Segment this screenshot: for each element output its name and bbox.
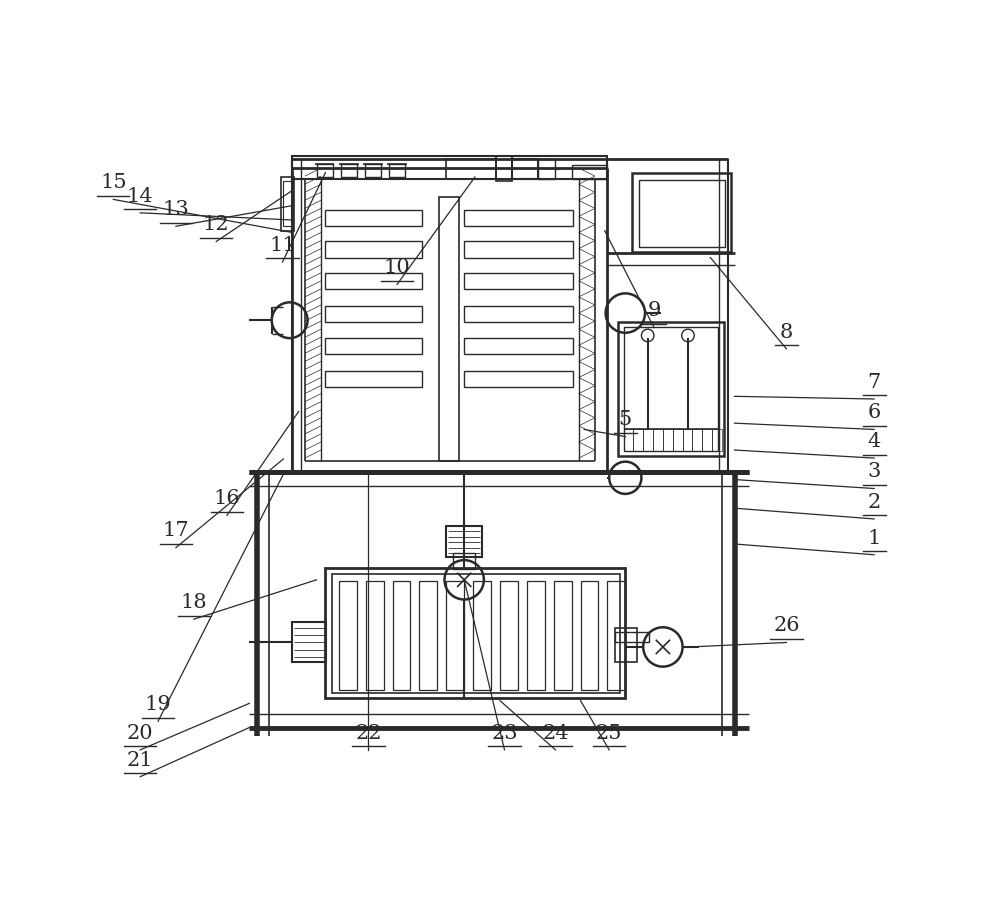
Bar	[446, 526, 482, 557]
Bar	[663, 428, 673, 451]
Bar	[464, 338, 573, 355]
Text: 24: 24	[542, 724, 569, 743]
Bar	[554, 581, 572, 690]
Bar	[419, 581, 437, 690]
Bar	[446, 581, 464, 690]
Text: 12: 12	[203, 215, 230, 235]
Bar	[500, 581, 518, 690]
Bar	[712, 428, 722, 451]
Bar	[538, 159, 555, 179]
Text: 18: 18	[181, 593, 207, 612]
Bar	[527, 581, 545, 690]
Bar	[653, 428, 663, 451]
Bar	[615, 632, 649, 643]
Text: 21: 21	[127, 751, 153, 770]
Text: 5: 5	[619, 411, 632, 429]
Bar	[473, 581, 491, 690]
Bar	[464, 242, 573, 257]
Bar	[683, 428, 692, 451]
Text: 15: 15	[100, 174, 127, 192]
Text: 26: 26	[773, 616, 800, 635]
Bar	[317, 164, 333, 177]
Text: 17: 17	[163, 522, 189, 541]
Bar	[624, 327, 718, 451]
Bar	[325, 242, 422, 257]
Bar	[673, 428, 683, 451]
Bar	[332, 574, 620, 693]
Text: 1: 1	[867, 529, 881, 547]
Bar	[692, 428, 702, 451]
Bar	[632, 174, 731, 252]
Bar	[325, 273, 422, 289]
Text: 25: 25	[596, 724, 622, 743]
Bar	[292, 622, 326, 662]
Text: 8: 8	[780, 323, 793, 342]
Bar	[366, 581, 384, 690]
Bar	[618, 322, 724, 456]
Bar	[341, 164, 357, 177]
Bar	[281, 177, 294, 231]
Bar	[283, 182, 292, 226]
Bar	[496, 155, 512, 181]
Text: 3: 3	[867, 463, 881, 482]
Text: 14: 14	[127, 186, 153, 205]
Text: 16: 16	[214, 489, 240, 508]
Text: 11: 11	[269, 236, 296, 255]
Text: 13: 13	[163, 200, 189, 219]
Bar	[643, 428, 653, 451]
Text: 4: 4	[868, 432, 881, 451]
Text: 6: 6	[868, 404, 881, 423]
Bar	[464, 273, 573, 289]
Bar	[464, 371, 573, 387]
Text: 19: 19	[145, 695, 171, 714]
Bar	[325, 371, 422, 387]
Bar	[325, 568, 625, 698]
Bar	[702, 428, 712, 451]
Bar	[633, 428, 643, 451]
Bar	[446, 159, 496, 179]
Bar	[453, 553, 475, 569]
Bar	[572, 165, 607, 179]
Text: 20: 20	[127, 724, 153, 743]
Bar	[325, 338, 422, 355]
Bar	[325, 210, 422, 226]
Bar	[464, 306, 573, 322]
Text: 2: 2	[868, 493, 881, 512]
Text: 7: 7	[868, 373, 881, 392]
Text: 23: 23	[491, 724, 518, 743]
Bar	[389, 164, 405, 177]
Bar	[607, 581, 625, 690]
Bar	[581, 581, 598, 690]
Bar	[639, 180, 725, 247]
Bar	[439, 196, 459, 461]
Text: 22: 22	[355, 724, 382, 743]
Bar	[325, 306, 422, 322]
Bar	[615, 628, 637, 662]
Bar	[464, 210, 573, 226]
Bar	[624, 428, 633, 451]
Text: 10: 10	[384, 258, 410, 277]
Bar	[365, 164, 381, 177]
Text: 9: 9	[647, 301, 661, 320]
Bar	[339, 581, 357, 690]
Bar	[393, 581, 410, 690]
Bar	[512, 159, 538, 179]
Bar	[292, 156, 607, 179]
